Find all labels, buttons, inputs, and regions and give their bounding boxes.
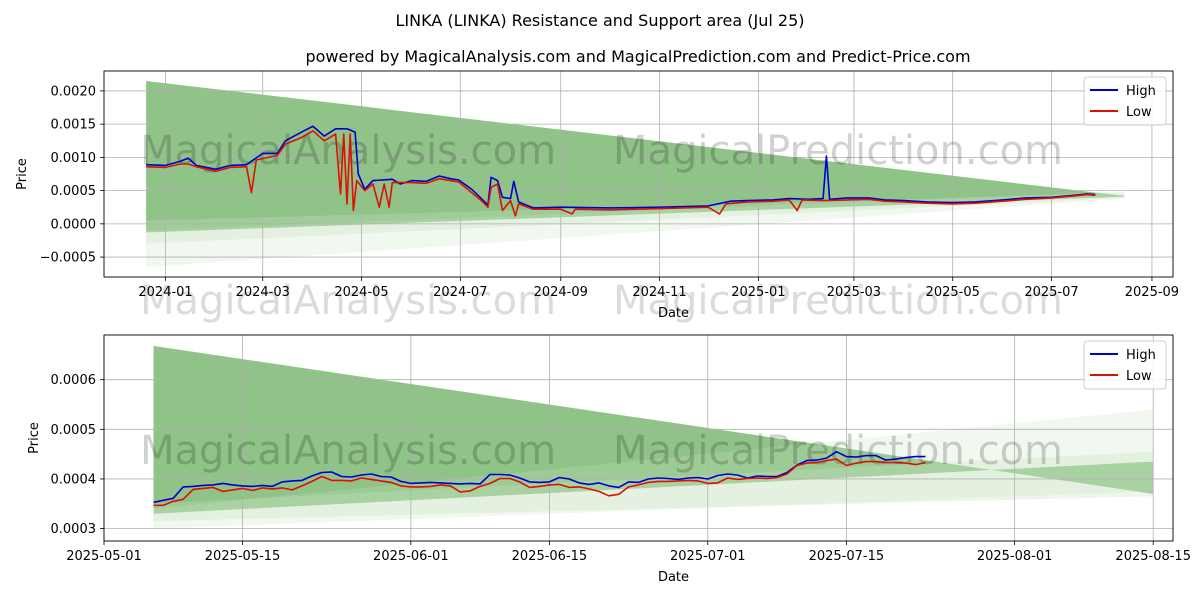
x-tick-label: 2025-05: [926, 285, 980, 300]
x-tick-label: 2025-07-01: [670, 549, 746, 564]
series-lines: [146, 125, 1096, 217]
x-tick-label: 2024-09: [534, 285, 588, 300]
legend-label-low: Low: [1126, 105, 1152, 120]
y-tick-label: 0.0000: [51, 217, 97, 232]
watermark-right: MagicalPrediction.com: [613, 128, 1063, 174]
watermark-left: MagicalAnalysis.com: [140, 278, 556, 324]
x-tick-label: 2025-03: [827, 285, 881, 300]
x-tick-label: 2025-06-15: [512, 549, 588, 564]
series-line-low: [153, 458, 926, 507]
y-tick-label: 0.0004: [51, 472, 97, 487]
series-lines: [153, 450, 926, 507]
y-tick-label: 0.0006: [51, 373, 97, 388]
x-axis-label: Date: [658, 306, 689, 321]
y-tick-label: 0.0005: [51, 184, 97, 199]
x-tick-label: 2025-05-01: [66, 549, 142, 564]
axes-frame: [103, 334, 1174, 542]
y-tick-label: −0.0005: [40, 251, 96, 266]
support-resistance-bands: [146, 80, 1125, 268]
legend-label-high: High: [1126, 348, 1156, 363]
chart-subtitle: powered by MagicalAnalysis.com and Magic…: [305, 47, 970, 66]
legend: High Low: [1083, 340, 1167, 390]
x-tick-label: 2025-07: [1024, 285, 1078, 300]
y-tick-label: 0.0015: [51, 118, 97, 133]
x-tick-label: 2025-06-01: [373, 549, 449, 564]
watermark-left: MagicalAnalysis.com: [140, 428, 556, 474]
x-tick-label: 2025-05-15: [205, 549, 281, 564]
x-tick-label: 2025-07-15: [809, 549, 885, 564]
x-tick-label: 2024-05: [334, 285, 388, 300]
y-tick-label: 0.0010: [51, 151, 97, 166]
band-area-1: [146, 193, 1125, 244]
legend-label-high: High: [1126, 84, 1156, 99]
y-tick-label: 0.0005: [51, 423, 97, 438]
band-area-1: [153, 451, 1154, 522]
support-resistance-bands: [153, 345, 1154, 529]
band-area-2: [146, 191, 1125, 268]
panel-bottom: 2025-05-01 2025-05-15 2025-06-01 2025-06-15…: [27, 334, 1191, 585]
watermark-right: MagicalPrediction.com: [613, 278, 1063, 324]
y-tick-label: 0.0003: [51, 522, 97, 537]
series-line-low: [146, 130, 1096, 217]
panel-top: 2024-01 2024-03 2024-05 2024-07 2024-09 2024-…: [15, 70, 1179, 324]
x-tick-label: 2025-08-15: [1115, 549, 1191, 564]
watermark-right: MagicalPrediction.com: [613, 428, 1063, 474]
y-axis-label: Price: [15, 158, 30, 190]
axes-frame: [103, 70, 1174, 278]
x-tick-label: 2025-09: [1125, 285, 1179, 300]
grid: [103, 335, 1173, 541]
x-tick-label: 2024-03: [236, 285, 290, 300]
legend-label-low: Low: [1126, 369, 1152, 384]
x-tick-label: 2025-08-01: [977, 549, 1053, 564]
y-tick-label: 0.0020: [51, 84, 97, 99]
chart-title: LINKA (LINKA) Resistance and Support are…: [396, 11, 805, 30]
x-tick-label: 2025-01: [731, 285, 785, 300]
y-axis-label: Price: [27, 422, 42, 454]
x-tick-label: 2024-11: [632, 285, 686, 300]
series-line-high: [146, 125, 1096, 209]
band-area-0: [153, 345, 1154, 514]
x-axis-label: Date: [658, 570, 689, 585]
x-tick-label: 2024-01: [138, 285, 192, 300]
x-tick-label: 2024-07: [433, 285, 487, 300]
band-area-2: [153, 409, 1154, 529]
legend: High Low: [1083, 76, 1167, 126]
